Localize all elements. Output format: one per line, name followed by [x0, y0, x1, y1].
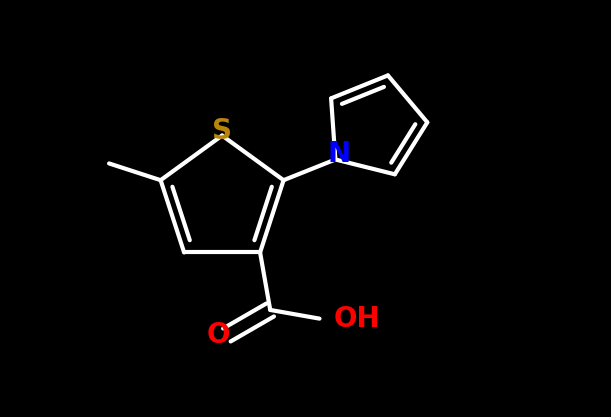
- Text: N: N: [327, 141, 350, 168]
- Text: S: S: [212, 116, 232, 145]
- Text: O: O: [207, 321, 230, 349]
- Text: OH: OH: [334, 305, 381, 333]
